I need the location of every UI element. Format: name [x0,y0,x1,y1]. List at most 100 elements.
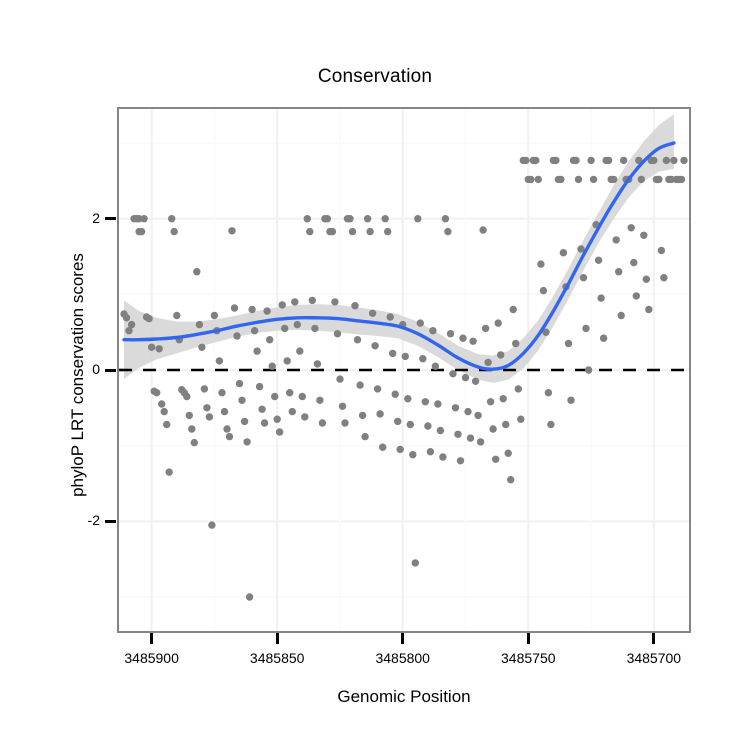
data-point [147,343,156,351]
data-point [245,593,254,601]
data-point [680,156,688,165]
data-point [627,224,635,232]
data-point [255,382,264,391]
data-point [567,396,575,404]
data-point [610,175,618,184]
data-point [484,358,492,367]
data-point [471,377,480,385]
data-point [160,407,168,416]
data-point [185,411,193,420]
y-tick-mark [105,217,116,221]
data-point [323,215,332,223]
data-point [311,324,319,333]
y-tick-label: 0 [92,361,100,377]
data-point [208,521,216,529]
data-point [225,432,234,441]
data-point [537,260,545,268]
data-point [404,395,412,403]
data-point [579,274,588,282]
data-point [454,430,462,438]
data-point [604,156,613,165]
plot-panel-inner [119,109,689,631]
data-point [481,324,490,333]
data-point [476,438,485,446]
data-point [409,451,417,459]
data-point [640,231,648,239]
data-point [218,389,226,397]
x-tick-label: 3485800 [375,650,430,666]
x-axis-label: Genomic Position [337,687,471,706]
data-point [446,330,455,338]
data-point [650,156,658,165]
data-point [379,443,387,451]
y-tick-label: 2 [92,209,100,226]
data-point [273,415,281,423]
data-point [346,215,354,223]
data-point [384,227,392,236]
data-point [401,352,409,361]
data-point [547,420,555,429]
data-point [552,156,560,165]
plot-canvas [119,109,689,631]
data-point [574,175,583,184]
data-point [504,449,512,457]
data-point [620,156,628,165]
data-point [341,419,349,427]
data-point [584,366,593,374]
page-title: Conservation [317,66,433,87]
confidence-band [124,114,674,383]
data-point [137,227,146,236]
data-point [276,428,284,436]
data-point [361,432,369,441]
data-point [414,215,422,223]
data-point [195,320,204,329]
data-point [145,314,153,323]
data-point [594,256,603,264]
data-point [248,305,256,314]
data-point [424,422,432,430]
data-point [542,328,550,336]
x-tick-label: 3485750 [501,650,556,666]
data-point [502,420,510,429]
data-point [125,327,133,335]
x-tick-label: 3485850 [249,650,305,666]
data-point [469,337,477,345]
data-point [655,175,663,184]
data-point [394,417,402,426]
data-point [426,448,435,456]
data-point [660,274,668,282]
data-point [539,286,548,295]
data-point [163,420,171,429]
data-point [499,395,507,403]
data-point [642,275,650,283]
data-point [283,357,291,365]
data-point [456,457,465,465]
data-point [464,407,472,416]
data-point [486,398,495,406]
data-point [127,320,136,329]
data-point [494,319,502,327]
data-point [358,411,367,420]
data-point [170,227,178,236]
data-point [193,268,201,276]
data-point [411,559,419,567]
y-tick-mark [105,368,116,372]
smooth-trend-line [122,141,676,371]
data-point [509,305,517,314]
data-point [230,304,239,312]
confidence-ribbon [124,114,674,383]
data-point [348,227,357,236]
data-point [391,390,399,398]
data-point [517,415,525,423]
data-point [258,405,266,413]
data-point [243,438,251,446]
data-point [318,419,327,427]
data-point [293,320,301,329]
x-tick-mark [401,633,405,644]
data-point [444,227,452,236]
data-point [373,385,382,393]
data-point [260,419,269,427]
data-point [419,355,427,363]
data-point [416,319,424,327]
